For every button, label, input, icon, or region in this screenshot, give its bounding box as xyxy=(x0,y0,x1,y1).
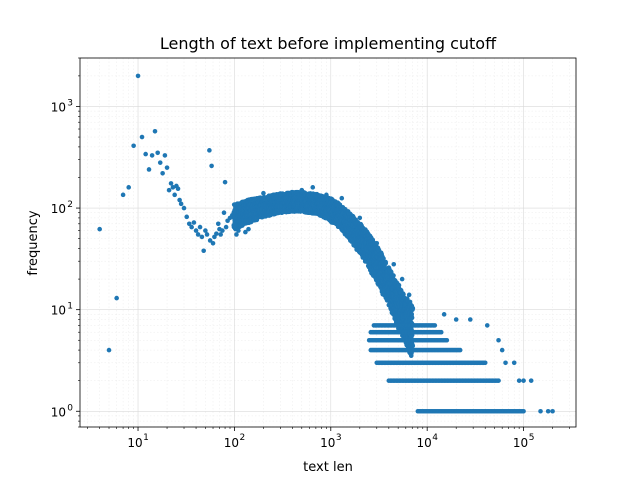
data-point xyxy=(189,224,194,230)
data-point xyxy=(199,234,205,240)
data-point xyxy=(139,134,145,140)
data-point xyxy=(339,195,345,201)
data-point xyxy=(193,228,199,233)
band-point xyxy=(408,353,414,359)
data-point xyxy=(278,192,283,198)
band-point xyxy=(391,273,396,278)
data-point xyxy=(214,231,219,236)
data-point xyxy=(218,232,223,237)
data-point xyxy=(299,187,305,193)
data-point xyxy=(243,229,248,235)
band-point xyxy=(383,260,389,266)
band-point xyxy=(410,307,415,312)
data-point xyxy=(166,187,172,193)
data-point xyxy=(172,192,177,198)
data-point xyxy=(120,192,126,198)
data-point xyxy=(204,232,210,237)
data-point xyxy=(126,185,131,190)
data-point xyxy=(131,143,136,149)
data-point xyxy=(143,151,148,157)
data-point xyxy=(210,241,216,246)
grid xyxy=(80,57,576,428)
data-point xyxy=(209,163,214,169)
data-point xyxy=(246,226,251,232)
data-point xyxy=(234,232,239,237)
band-point xyxy=(401,292,406,297)
data-point xyxy=(97,226,102,232)
data-point xyxy=(177,197,182,203)
data-point xyxy=(374,241,380,246)
data-point xyxy=(207,148,212,153)
data-point xyxy=(162,153,168,158)
data-point xyxy=(178,201,184,207)
data-point xyxy=(220,228,225,233)
data-point xyxy=(152,128,158,134)
data-point xyxy=(221,210,227,216)
data-point xyxy=(201,248,206,254)
data-point xyxy=(181,205,187,211)
data-point xyxy=(357,215,363,221)
data-point xyxy=(149,153,155,158)
data-point xyxy=(399,276,405,282)
data-point xyxy=(106,347,112,353)
data-point xyxy=(223,224,229,230)
data-point xyxy=(236,228,241,233)
data-point xyxy=(186,221,192,227)
data-point xyxy=(168,181,174,186)
data-point xyxy=(261,190,266,196)
band-point xyxy=(410,343,416,349)
data-point xyxy=(146,167,152,172)
data-point xyxy=(170,185,176,190)
data-point xyxy=(135,73,141,79)
data-point xyxy=(197,224,203,230)
data-point xyxy=(157,160,163,165)
data-point xyxy=(310,185,316,190)
data-point xyxy=(406,292,412,298)
data-point xyxy=(391,261,397,267)
band-point xyxy=(409,315,415,321)
data-point xyxy=(155,150,160,156)
data-point xyxy=(191,220,197,225)
data-point xyxy=(222,179,228,185)
data-point xyxy=(175,186,181,192)
band-point xyxy=(408,333,414,339)
data-points xyxy=(97,73,555,414)
data-point xyxy=(203,228,208,233)
data-point xyxy=(184,214,190,220)
data-point xyxy=(195,232,201,237)
data-point xyxy=(324,192,329,198)
data-point xyxy=(215,221,221,227)
data-point xyxy=(164,165,170,170)
data-point xyxy=(207,238,213,243)
level-point xyxy=(432,323,438,328)
data-point xyxy=(114,295,119,301)
data-point xyxy=(160,170,165,176)
